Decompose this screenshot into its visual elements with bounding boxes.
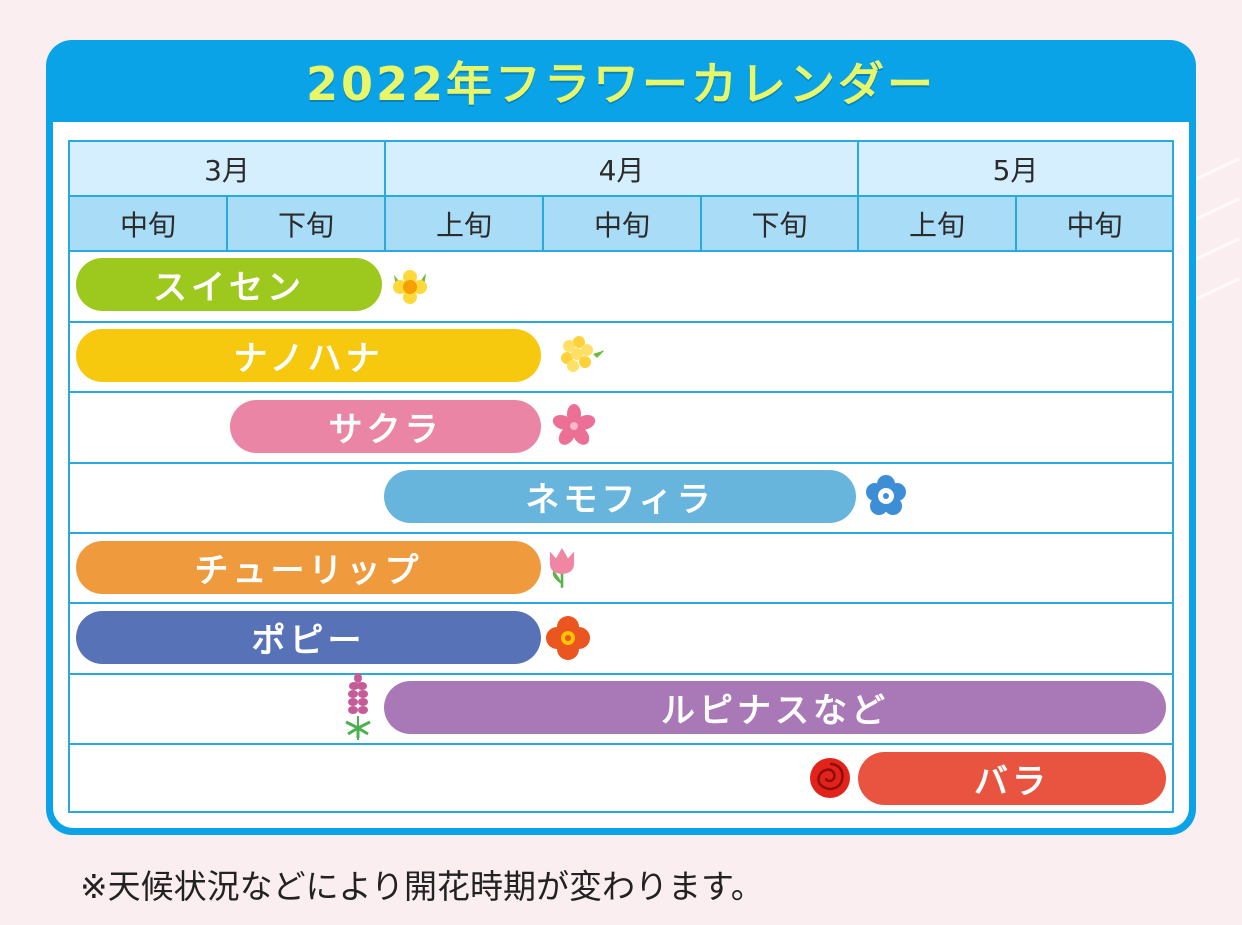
bloom-bar-poppy: ポピー — [76, 611, 541, 664]
bloom-bar-rose: バラ — [858, 752, 1166, 805]
calendar-title: 2022年フラワーカレンダー — [305, 57, 937, 111]
row-divider — [70, 321, 1172, 323]
period-header: 下旬 — [228, 197, 386, 252]
flower-calendar-grid: 3月 4月 5月 中旬 下旬 上旬 中旬 下旬 上旬 中旬 — [68, 140, 1174, 813]
bloom-bar-cherry: サクラ — [230, 400, 541, 453]
daffodil-icon — [393, 270, 427, 304]
row-divider — [70, 532, 1172, 534]
bloom-period-note: ※天候状況などにより開花時期が変わります。 — [80, 867, 764, 906]
period-header: 中旬 — [70, 197, 228, 252]
poppy-icon — [546, 616, 590, 660]
row-divider — [70, 391, 1172, 393]
bloom-bar-rapeseed: ナノハナ — [76, 329, 541, 382]
bloom-bar-daffodil: スイセン — [76, 258, 382, 311]
tulip-icon — [549, 548, 575, 588]
period-header: 中旬 — [1017, 197, 1172, 252]
rapeseed-blossom-icon — [561, 336, 604, 372]
row-divider — [70, 743, 1172, 745]
bloom-bar-nemophila: ネモフィラ — [384, 470, 856, 523]
period-header: 中旬 — [544, 197, 702, 252]
bloom-bar-tulip: チューリップ — [76, 541, 541, 594]
month-header-april: 4月 — [386, 142, 859, 197]
period-header: 上旬 — [859, 197, 1017, 252]
month-header-may: 5月 — [859, 142, 1172, 197]
row-divider — [70, 673, 1172, 675]
bloom-bar-lupine: ルピナスなど — [384, 681, 1166, 734]
month-header-march: 3月 — [70, 142, 386, 197]
row-divider — [70, 602, 1172, 604]
nemophila-icon — [866, 475, 906, 515]
lupine-icon — [345, 673, 371, 740]
cherry-blossom-icon — [552, 404, 596, 445]
period-header: 下旬 — [702, 197, 859, 252]
row-divider — [70, 462, 1172, 464]
period-header: 上旬 — [386, 197, 544, 252]
rose-icon — [810, 758, 850, 798]
